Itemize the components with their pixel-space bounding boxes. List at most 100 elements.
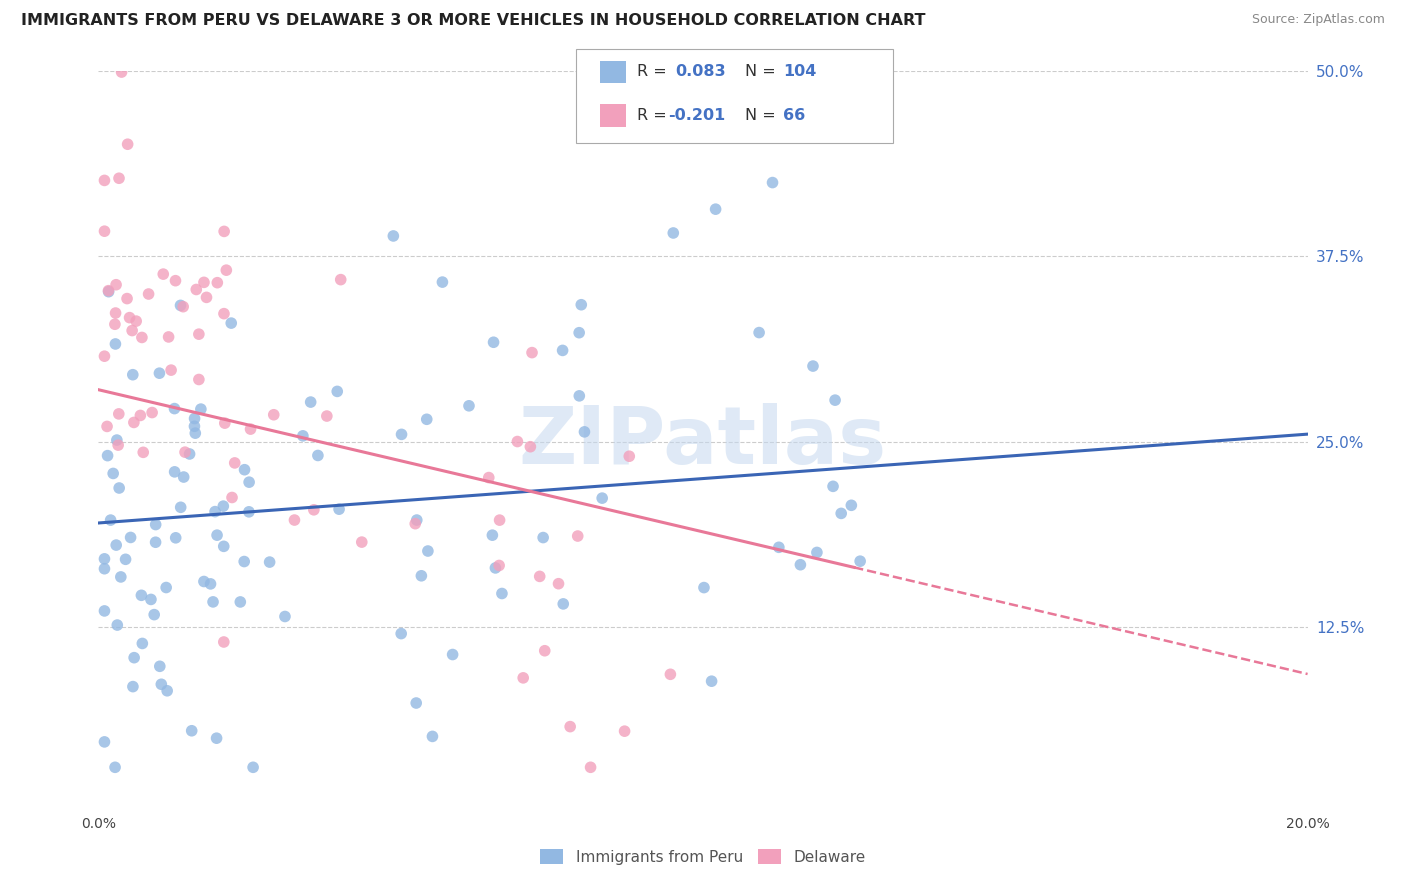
Point [190, 402, 212, 417]
Point [824, 393, 846, 408]
Point [93, 173, 115, 187]
Point [560, 720, 582, 734]
Text: 0.083: 0.083 [675, 64, 725, 79]
Text: Source: ZipAtlas.com: Source: ZipAtlas.com [1251, 13, 1385, 27]
Point [108, 171, 131, 186]
Point [148, 366, 170, 380]
Point [100, 513, 122, 527]
Point [131, 636, 153, 650]
Point [105, 538, 128, 552]
Point [432, 275, 454, 289]
Text: ZIPatlas: ZIPatlas [519, 402, 887, 481]
Point [302, 503, 325, 517]
Point [482, 335, 505, 350]
Point [212, 224, 235, 238]
Point [110, 570, 132, 584]
Point [693, 581, 716, 595]
Point [160, 363, 183, 377]
Point [233, 463, 256, 477]
Point [263, 408, 285, 422]
Point [212, 307, 235, 321]
Point [187, 327, 209, 342]
Text: IMMIGRANTS FROM PERU VS DELAWARE 3 OR MORE VEHICLES IN HOUSEHOLD CORRELATION CHA: IMMIGRANTS FROM PERU VS DELAWARE 3 OR MO… [21, 13, 925, 29]
Point [205, 528, 228, 542]
Point [122, 416, 145, 430]
Point [405, 696, 427, 710]
Point [204, 505, 226, 519]
Point [183, 411, 205, 425]
Point [121, 324, 143, 338]
Point [202, 595, 225, 609]
Point [224, 456, 246, 470]
Point [173, 470, 195, 484]
Point [329, 272, 352, 286]
Point [506, 434, 529, 449]
Point [122, 650, 145, 665]
Point [441, 648, 464, 662]
Point [242, 760, 264, 774]
Point [117, 137, 139, 152]
Point [129, 409, 152, 423]
Point [488, 558, 510, 573]
Point [118, 310, 141, 325]
Point [193, 574, 215, 589]
Point [821, 479, 844, 493]
Point [141, 406, 163, 420]
Point [531, 531, 554, 545]
Text: -0.201: -0.201 [668, 108, 725, 123]
Point [145, 535, 167, 549]
Point [391, 427, 413, 442]
Point [484, 561, 506, 575]
Point [553, 597, 575, 611]
Point [299, 395, 322, 409]
Point [180, 723, 202, 738]
Point [801, 359, 824, 373]
Point [238, 505, 260, 519]
Point [107, 407, 129, 421]
Point [131, 330, 153, 344]
Point [93, 552, 115, 566]
Point [422, 730, 444, 744]
Point [110, 65, 132, 79]
Point [233, 555, 256, 569]
Point [120, 531, 142, 545]
Point [187, 372, 209, 386]
Text: N =: N = [745, 64, 782, 79]
Legend: Immigrants from Peru, Delaware: Immigrants from Peru, Delaware [534, 843, 872, 871]
Point [115, 292, 138, 306]
Point [520, 345, 543, 359]
Point [849, 554, 872, 568]
Point [591, 491, 613, 505]
Point [568, 389, 591, 403]
Point [405, 513, 427, 527]
Point [789, 558, 811, 572]
Point [613, 724, 636, 739]
Point [163, 401, 186, 416]
Point [97, 449, 120, 463]
Point [229, 595, 252, 609]
Point [145, 517, 167, 532]
Point [104, 760, 127, 774]
Point [519, 440, 541, 454]
Point [207, 276, 229, 290]
Point [662, 226, 685, 240]
Point [567, 529, 589, 543]
Text: N =: N = [745, 108, 782, 123]
Point [841, 498, 863, 512]
Point [163, 465, 186, 479]
Point [291, 429, 314, 443]
Point [150, 677, 173, 691]
Point [152, 267, 174, 281]
Point [547, 576, 569, 591]
Point [93, 224, 115, 238]
Point [155, 581, 177, 595]
Point [165, 531, 187, 545]
Point [212, 539, 235, 553]
Point [132, 445, 155, 459]
Point [205, 731, 228, 746]
Point [274, 609, 297, 624]
Point [156, 683, 179, 698]
Point [221, 491, 243, 505]
Point [157, 330, 180, 344]
Point [533, 644, 555, 658]
